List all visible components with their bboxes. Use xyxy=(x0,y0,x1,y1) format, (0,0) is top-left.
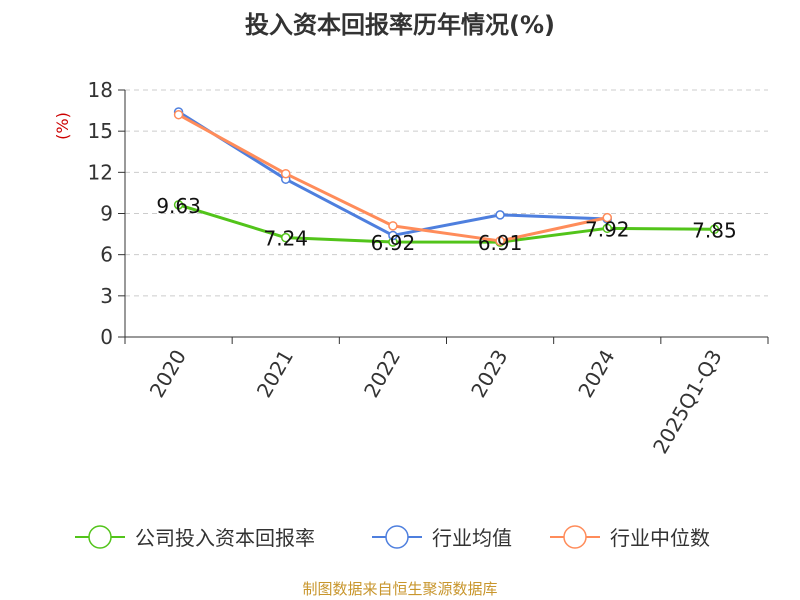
data-point xyxy=(281,232,291,243)
data-label: 7.92 xyxy=(585,217,630,241)
legend-item: 公司投入资本回报率 xyxy=(75,525,315,550)
y-tick-label: 0 xyxy=(100,325,113,349)
legend-item: 行业均值 xyxy=(372,525,512,550)
data-label: 7.85 xyxy=(692,218,737,242)
y-tick-label: 18 xyxy=(88,78,113,102)
data-labels: 9.63 7.24 6.92 6.91 7.92 7.85 xyxy=(156,194,736,255)
data-point xyxy=(602,223,612,234)
data-label: 6.91 xyxy=(478,231,523,255)
series-line xyxy=(178,203,715,244)
grid xyxy=(125,89,768,297)
x-tick-label: 2025Q1-Q3 xyxy=(648,346,727,458)
y-axis-label: (%) xyxy=(53,112,72,140)
data-point xyxy=(173,200,184,210)
data-point xyxy=(495,236,505,246)
data-point xyxy=(388,230,398,241)
axes: 0 3 6 9 12 15 18 2020 2021 2022 2023 2024 2025Q1-Q3 xyxy=(88,78,769,458)
data-point xyxy=(173,109,184,120)
data-point xyxy=(709,224,720,235)
series-1 xyxy=(173,200,720,247)
y-tick-label: 15 xyxy=(88,119,113,143)
x-tick-label: 2021 xyxy=(252,346,298,402)
y-tick-label: 3 xyxy=(100,284,113,308)
series xyxy=(173,107,720,247)
data-point xyxy=(281,168,291,179)
data-point xyxy=(388,221,398,231)
legend-label: 行业均值 xyxy=(432,526,512,550)
chart-title: 投入资本回报率历年情况(%) xyxy=(245,11,555,39)
x-tick-label: 2020 xyxy=(145,346,191,402)
y-tick-label: 6 xyxy=(100,243,113,267)
data-point xyxy=(495,210,505,220)
data-point xyxy=(602,212,612,223)
legend: 公司投入资本回报率 行业均值 行业中位数 xyxy=(75,525,710,550)
y-tick-label: 9 xyxy=(100,202,113,226)
x-tick-label: 2023 xyxy=(466,346,512,402)
series-2 xyxy=(173,107,612,241)
x-tick-label: 2024 xyxy=(573,346,619,402)
legend-marker xyxy=(563,525,587,549)
source-note: 制图数据来自恒生聚源数据库 xyxy=(302,580,497,598)
legend-label: 行业中位数 xyxy=(610,526,710,550)
x-tick-label: 2022 xyxy=(359,346,405,402)
legend-label: 公司投入资本回报率 xyxy=(135,526,315,550)
y-tick-label: 12 xyxy=(88,160,113,184)
legend-marker xyxy=(385,525,409,549)
data-label: 6.92 xyxy=(371,231,416,255)
data-label: 9.63 xyxy=(156,194,201,218)
series-line xyxy=(177,110,608,237)
legend-item: 行业中位数 xyxy=(550,525,710,550)
series-3 xyxy=(173,109,612,246)
legend-marker xyxy=(88,525,112,549)
data-label: 7.24 xyxy=(263,227,308,251)
